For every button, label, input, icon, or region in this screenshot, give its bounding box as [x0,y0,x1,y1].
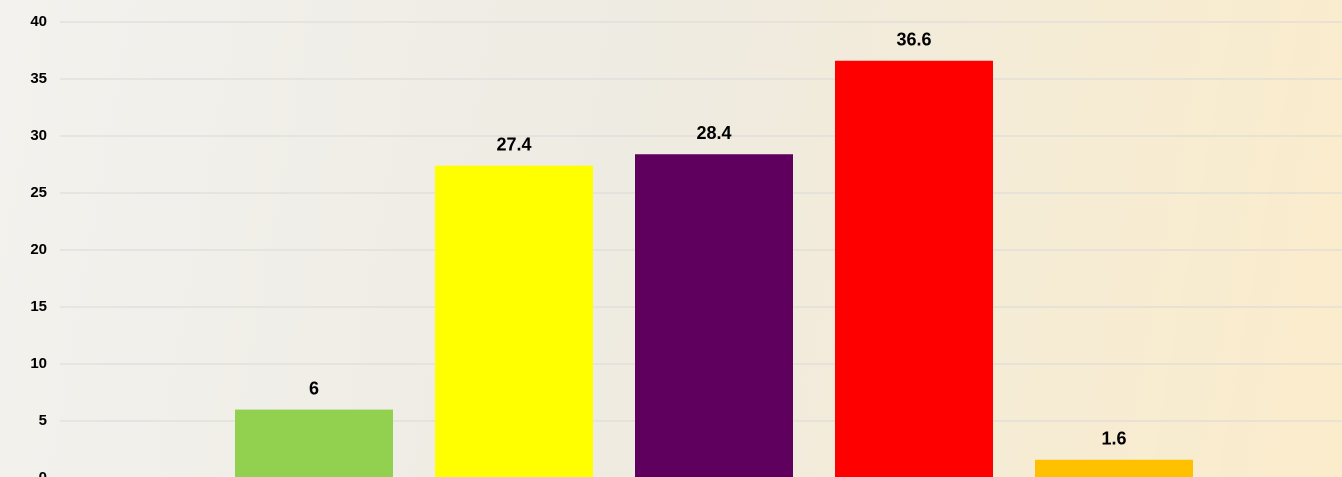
bar [435,165,593,477]
bar [835,60,993,477]
data-label: 36.6 [896,30,931,50]
bar [1035,459,1193,477]
y-tick-label: 15 [30,298,47,315]
y-tick-label: 5 [39,412,47,429]
y-tick-label: 25 [30,184,47,201]
y-tick-label: 35 [30,70,47,87]
data-label: 28.4 [696,123,731,143]
bar [235,409,393,477]
y-tick-label: 30 [30,127,47,144]
data-label: 6 [309,378,319,398]
y-tick-label: 10 [30,355,47,372]
y-tick-label: 20 [30,241,47,258]
bar [635,154,793,477]
data-label: 1.6 [1101,429,1126,449]
y-tick-label: 40 [30,13,47,30]
data-label: 27.4 [496,134,531,154]
y-tick-label: 0 [39,469,47,477]
